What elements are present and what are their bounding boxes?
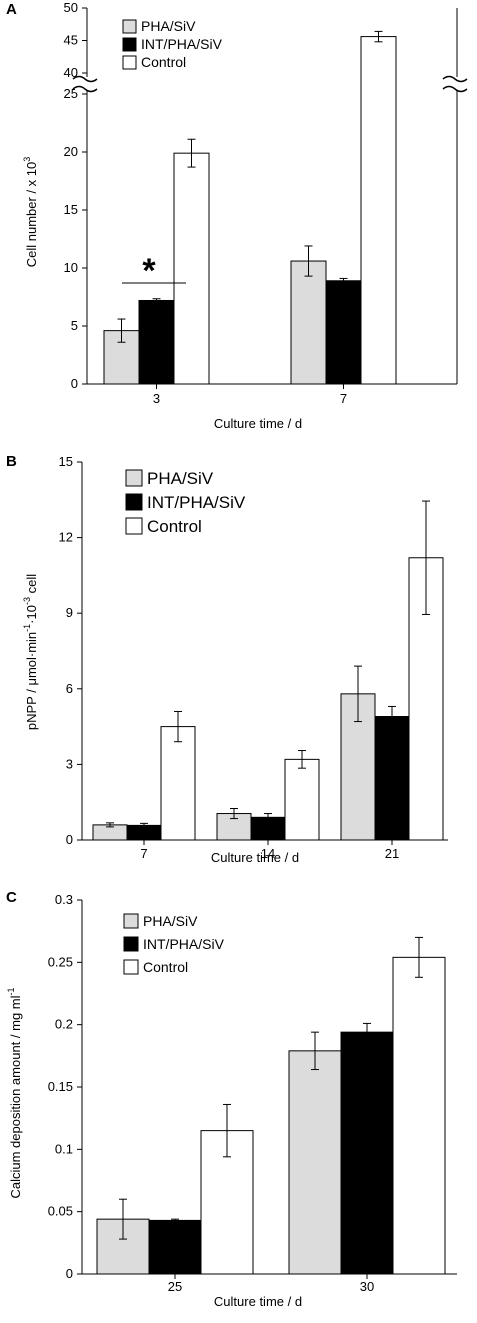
panel-b-legend-label-pha-siv: PHA/SiV [147, 469, 214, 488]
panel-a-bar-pha-siv-7 [290, 260, 327, 385]
panel-b-y-tick-label: 12 [59, 530, 73, 545]
panel-a-x-tick-label: 7 [340, 391, 347, 406]
panel-c-x-tick-label: 25 [168, 1279, 182, 1294]
panel-c-bar-int-pha-siv-25 [148, 1219, 202, 1275]
panel-letter-c: C [6, 889, 17, 906]
panel-c-legend-label-int-pha-siv: INT/PHA/SiV [143, 936, 225, 952]
axis-break-gap [75, 77, 99, 91]
panel-c-legend-label-control: Control [143, 959, 188, 975]
axis-break-mark [72, 75, 98, 83]
panel-b-legend-label-control: Control [147, 517, 202, 536]
panel-a-legend-swatch-control [122, 55, 137, 70]
panel-b-y-tick-label: 9 [66, 605, 73, 620]
panel-c-bar-control-25 [200, 1130, 254, 1275]
panel-a-bar-int-pha-siv-7 [325, 280, 362, 385]
panel-c-x-axis-title: Culture time / d [214, 1294, 302, 1309]
panel-c-bar-pha-siv-30 [288, 1050, 342, 1275]
panel-c-legend-swatch-control [123, 959, 139, 975]
panel-c-y-tick-label: 0.3 [55, 892, 73, 907]
panel-c-y-tick-label: 0 [66, 1266, 73, 1281]
panel-b-legend-swatch-control [125, 517, 143, 535]
panel-a-y-tick-label: 0 [71, 376, 78, 391]
significance-star: * [142, 252, 156, 290]
axis-break-mark [442, 85, 468, 93]
panel-b-x-tick-label: 21 [385, 846, 399, 861]
panel-a-y-tick-label: 10 [64, 260, 78, 275]
panel-a-y-tick-label: 15 [64, 202, 78, 217]
panel-c-y-tick-label: 0.25 [48, 954, 73, 969]
panel-a-bar-control-7 [360, 36, 397, 385]
panel-b-bar-int-pha-siv-21 [374, 716, 410, 841]
panel-a-legend-swatch-pha-siv [122, 19, 137, 34]
panel-b-y-tick-label: 6 [66, 681, 73, 696]
panel-a: A Cell number / x 103 Culture time / d *… [6, 0, 469, 431]
panel-a-x-axis-title: Culture time / d [214, 416, 302, 431]
axis-break-mark [442, 75, 468, 83]
panel-a-y-tick-label: 20 [64, 144, 78, 159]
panel-b: B pNPP / μmol·min-1·10-3 cell Culture ti… [6, 453, 448, 865]
panel-c-y-tick-label: 0.1 [55, 1141, 73, 1156]
panel-a-y-tick-label: 5 [71, 318, 78, 333]
axis-break-mark [72, 85, 98, 93]
panel-b-bar-control-14 [284, 758, 320, 841]
panel-c-legend-swatch-int-pha-siv [123, 936, 139, 952]
panel-c: C Calcium deposition amount / mg ml-1 Cu… [6, 889, 457, 1309]
panel-b-x-tick-label: 7 [140, 846, 147, 861]
panel-b-legend-swatch-int-pha-siv [125, 493, 143, 511]
panel-c-bar-int-pha-siv-30 [340, 1031, 394, 1275]
panel-c-y-axis-title: Calcium deposition amount / mg ml-1 [6, 987, 23, 1198]
panel-c-legend-swatch-pha-siv [123, 913, 139, 929]
panel-a-legend-label-int-pha-siv: INT/PHA/SiV [141, 36, 223, 52]
panel-letter-b: B [6, 453, 17, 470]
panel-letter-a: A [6, 1, 17, 18]
panel-b-y-tick-label: 15 [59, 454, 73, 469]
panel-c-legend-label-pha-siv: PHA/SiV [143, 913, 198, 929]
panel-a-legend-label-pha-siv: PHA/SiV [141, 18, 196, 34]
panel-c-y-tick-label: 0.2 [55, 1017, 73, 1032]
axis-break-gap [445, 77, 469, 91]
panel-a-legend-label-control: Control [141, 54, 186, 70]
panel-b-y-tick-label: 0 [66, 832, 73, 847]
panel-a-y-tick-label: 50 [64, 0, 78, 15]
panel-b-y-tick-label: 3 [66, 756, 73, 771]
panel-a-y-axis-title: Cell number / x 103 [22, 157, 39, 268]
panel-b-x-tick-label: 14 [261, 846, 275, 861]
panel-a-y-tick-label: 25 [64, 86, 78, 101]
panel-c-bar-control-30 [392, 956, 446, 1275]
panel-b-legend-label-int-pha-siv: INT/PHA/SiV [147, 493, 246, 512]
panel-a-legend-swatch-int-pha-siv [122, 37, 137, 52]
panel-b-x-axis-title: Culture time / d [211, 850, 299, 865]
panel-a-y-tick-label: 45 [64, 33, 78, 48]
panel-c-x-tick-label: 30 [360, 1279, 374, 1294]
panel-c-y-tick-label: 0.05 [48, 1204, 73, 1219]
panel-b-y-axis-title: pNPP / μmol·min-1·10-3 cell [22, 574, 39, 730]
panel-b-legend-swatch-pha-siv [125, 469, 143, 487]
panel-a-bar-control-3 [173, 152, 210, 385]
panel-b-bar-control-7 [160, 726, 196, 841]
panel-a-bar-int-pha-siv-3 [138, 299, 175, 385]
panel-c-y-tick-label: 0.15 [48, 1079, 73, 1094]
panel-a-y-tick-label: 40 [64, 65, 78, 80]
panel-a-x-tick-label: 3 [153, 391, 160, 406]
